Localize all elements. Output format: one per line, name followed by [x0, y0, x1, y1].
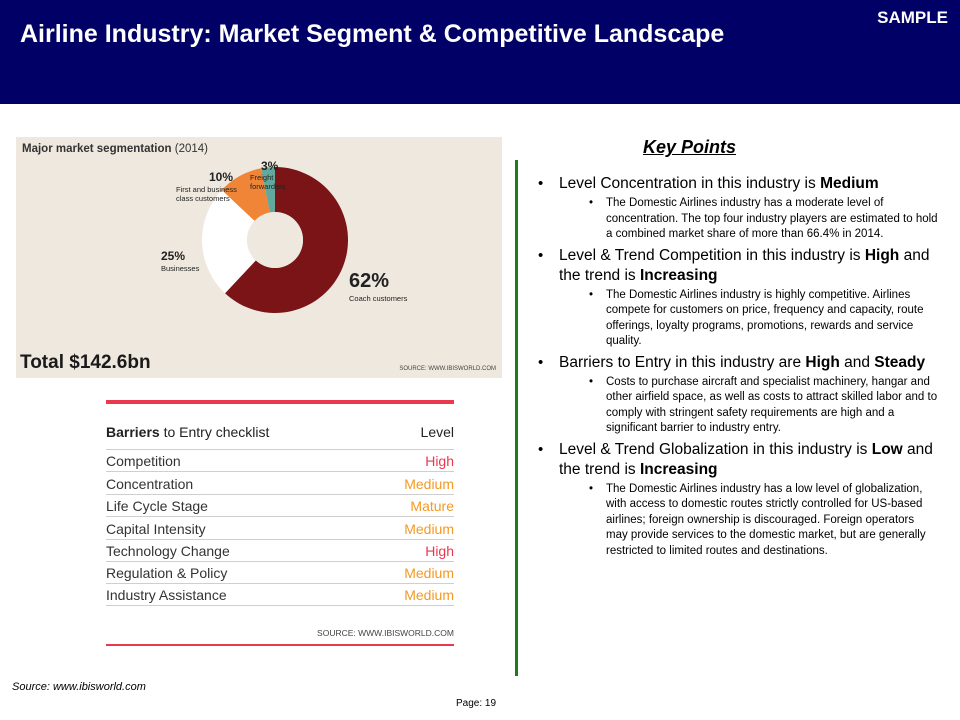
- key-points-list: • Level Concentration in this industry is…: [538, 174, 938, 562]
- footer-source: Source: www.ibisworld.com: [12, 681, 146, 693]
- chart-title: Major market segmentation (2014): [22, 143, 208, 155]
- label-name-businesses: Businesses: [161, 264, 200, 273]
- checklist-row: Regulation & Policy Medium: [106, 560, 454, 583]
- label-name-coach-customers: Coach customers: [349, 294, 408, 303]
- sub-bullet-icon: •: [589, 288, 594, 301]
- key-point-heading: Level & Trend Competition in this indust…: [559, 246, 930, 284]
- key-point-detail: • The Domestic Airlines industry is highl…: [589, 288, 924, 348]
- checklist-factor: Technology Change: [106, 542, 230, 559]
- key-point-detail: • The Domestic Airlines industry has a mo…: [589, 197, 938, 240]
- key-point-item: • Level Concentration in this industry is…: [538, 174, 938, 243]
- checklist-factor: Competition: [106, 453, 181, 470]
- label-name-first-and-business-class-customers: First and business: [176, 185, 237, 194]
- slice-coach-customers: [225, 167, 349, 313]
- key-points-title: Key Points: [643, 137, 737, 157]
- page-number: Page: 19: [456, 698, 497, 709]
- title-bar: Airline Industry: Market Segment & Compe…: [0, 0, 960, 104]
- label-name-freight-forwarders: forwarders: [250, 182, 286, 191]
- donut-hole: [247, 212, 303, 268]
- barriers-rows: Competition High Concentration Medium Life C…: [106, 449, 454, 606]
- key-point-detail: • Costs to purchase aircraft and speciali…: [589, 375, 938, 435]
- sub-bullet-icon: •: [589, 375, 594, 388]
- page-title: Airline Industry: Market Segment & Compe…: [20, 20, 725, 48]
- checklist-row: Life Cycle Stage Mature: [106, 493, 454, 516]
- checklist-level: Medium: [404, 475, 454, 492]
- slice-businesses: [202, 190, 256, 294]
- bullet-icon: •: [538, 175, 544, 192]
- checklist-row: Capital Intensity Medium: [106, 516, 454, 538]
- barriers-source: SOURCE: WWW.IBISWORLD.COM: [317, 628, 454, 638]
- donut-chart: 62% Coach customers 25%Businesses 10%First …: [161, 159, 408, 313]
- key-point-item: • Level & Trend Globalization in this ind…: [538, 440, 938, 560]
- label-name-freight-forwarders: Freight: [250, 173, 274, 182]
- checklist-level: Medium: [404, 586, 454, 603]
- bullet-icon: •: [538, 440, 544, 458]
- key-point-detail: • The Domestic Airlines industry has a lo…: [589, 482, 926, 557]
- checklist-factor: Capital Intensity: [106, 520, 206, 537]
- sub-bullet-icon: •: [589, 482, 594, 495]
- checklist-factor: Concentration: [106, 475, 194, 492]
- label-pct-coach-customers: 62%: [349, 270, 389, 292]
- checklist-factor: Regulation & Policy: [106, 565, 228, 582]
- key-point-item: • Barriers to Entry in this industry are …: [538, 353, 938, 437]
- checklist-level: High: [425, 453, 454, 470]
- checklist-row: Competition High: [106, 449, 454, 471]
- slice-freight-forwarders: [261, 167, 275, 213]
- checklist-level: Mature: [410, 498, 454, 515]
- market-segmentation-chart: Major market segmentation (2014) 62% Coac…: [16, 137, 502, 378]
- key-point-heading: Level & Trend Globalization in this indu…: [559, 440, 933, 478]
- level-column-header: Level: [420, 424, 454, 440]
- sample-badge: SAMPLE: [877, 8, 948, 27]
- checklist-level: Medium: [404, 520, 454, 537]
- key-point-heading: Level Concentration in this industry is …: [559, 175, 879, 192]
- checklist-level: High: [425, 542, 454, 559]
- chart-source: SOURCE: WWW.IBISWORLD.COM: [399, 366, 496, 372]
- checklist-factor: Industry Assistance: [106, 586, 227, 603]
- barriers-heading: Barriers to Entry checklist: [106, 424, 270, 440]
- chart-title-year: (2014): [174, 143, 208, 155]
- bullet-icon: •: [538, 353, 544, 371]
- barriers-to-entry-checklist: Barriers to Entry checklist Level Compet…: [106, 400, 454, 648]
- sub-bullet-icon: •: [589, 197, 594, 209]
- checklist-level: Medium: [404, 565, 454, 582]
- top-accent-bar: [106, 400, 454, 404]
- checklist-row: Technology Change High: [106, 538, 454, 561]
- vertical-divider: [515, 160, 518, 676]
- slice-first-and-business-class-customers: [221, 168, 270, 221]
- bottom-accent-bar: [106, 644, 454, 646]
- chart-total: Total $142.6bn: [20, 352, 151, 373]
- checklist-row: Concentration Medium: [106, 471, 454, 493]
- label-name-first-and-business-class-customers: class customers: [176, 194, 230, 203]
- bullet-icon: •: [538, 246, 544, 264]
- label-pct-freight-forwarders: 3%: [261, 159, 279, 173]
- checklist-row: Industry Assistance Medium: [106, 583, 454, 606]
- label-pct-first-and-business-class-customers: 10%: [209, 170, 233, 184]
- checklist-factor: Life Cycle Stage: [106, 498, 208, 515]
- key-point-heading: Barriers to Entry in this industry are H…: [559, 353, 926, 371]
- label-pct-businesses: 25%: [161, 249, 185, 263]
- key-point-item: • Level & Trend Competition in this indus…: [538, 246, 938, 350]
